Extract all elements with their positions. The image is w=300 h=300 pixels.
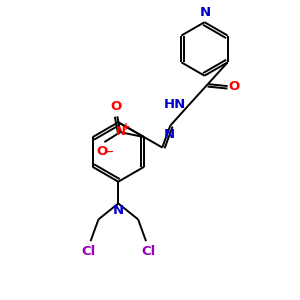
Text: −: − (105, 147, 114, 157)
Text: N: N (116, 125, 126, 138)
Text: O: O (97, 145, 108, 158)
Text: O: O (229, 80, 240, 93)
Text: N: N (164, 128, 175, 141)
Text: N: N (113, 205, 124, 218)
Text: +: + (122, 122, 130, 132)
Text: HN: HN (164, 98, 186, 111)
Text: N: N (200, 6, 211, 19)
Text: O: O (111, 100, 122, 113)
Text: Cl: Cl (81, 245, 96, 258)
Text: Cl: Cl (141, 245, 155, 258)
